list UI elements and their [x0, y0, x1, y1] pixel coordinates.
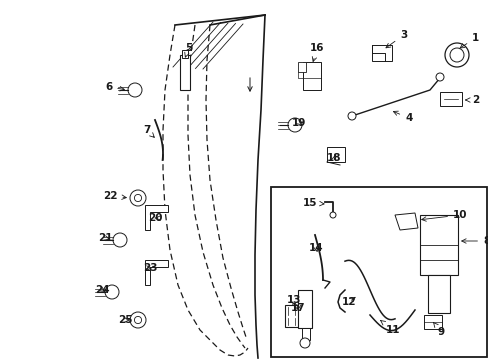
Text: 18: 18	[326, 153, 341, 163]
Circle shape	[113, 233, 127, 247]
Circle shape	[299, 338, 309, 348]
Text: 6: 6	[105, 82, 124, 92]
Text: 25: 25	[118, 315, 132, 325]
Bar	[427, 275, 449, 313]
Circle shape	[128, 83, 142, 97]
Text: 20: 20	[148, 213, 162, 223]
Circle shape	[134, 194, 142, 202]
Circle shape	[449, 48, 463, 62]
Polygon shape	[145, 260, 168, 285]
Text: 16: 16	[309, 43, 324, 62]
Circle shape	[130, 190, 146, 206]
Bar	[180, 55, 190, 90]
Polygon shape	[394, 213, 417, 230]
Text: 7: 7	[142, 125, 154, 138]
Circle shape	[329, 212, 335, 218]
Bar	[423, 315, 441, 329]
Circle shape	[105, 285, 119, 299]
Bar	[302, 328, 309, 340]
Text: 14: 14	[308, 243, 323, 253]
Bar	[419, 215, 457, 275]
Text: 8: 8	[461, 236, 488, 246]
Text: 15: 15	[303, 198, 324, 208]
Circle shape	[347, 112, 355, 120]
Text: 19: 19	[291, 118, 306, 128]
Text: 9: 9	[432, 323, 444, 337]
Circle shape	[134, 316, 142, 324]
Text: 4: 4	[393, 111, 411, 123]
Text: 23: 23	[142, 263, 157, 273]
Bar	[439, 92, 461, 106]
Bar	[371, 45, 391, 61]
Text: 10: 10	[421, 210, 467, 221]
Text: 1: 1	[459, 33, 478, 48]
Bar	[326, 147, 345, 162]
Text: 21: 21	[98, 233, 112, 243]
Bar	[285, 305, 309, 327]
Bar	[297, 62, 305, 72]
Circle shape	[435, 73, 443, 81]
Polygon shape	[145, 205, 168, 230]
Text: 17: 17	[290, 303, 305, 313]
Text: 5: 5	[184, 43, 192, 57]
Text: 2: 2	[465, 95, 478, 105]
Text: 3: 3	[385, 30, 407, 48]
Circle shape	[130, 312, 146, 328]
Circle shape	[444, 43, 468, 67]
Bar	[270, 187, 486, 357]
Bar	[182, 50, 187, 58]
Text: 13: 13	[286, 295, 301, 309]
Text: 12: 12	[341, 297, 356, 307]
Text: 24: 24	[95, 285, 109, 295]
Circle shape	[287, 118, 302, 132]
Bar	[297, 290, 311, 328]
Text: 11: 11	[380, 320, 400, 335]
Bar	[303, 62, 320, 90]
Text: 22: 22	[103, 191, 126, 201]
